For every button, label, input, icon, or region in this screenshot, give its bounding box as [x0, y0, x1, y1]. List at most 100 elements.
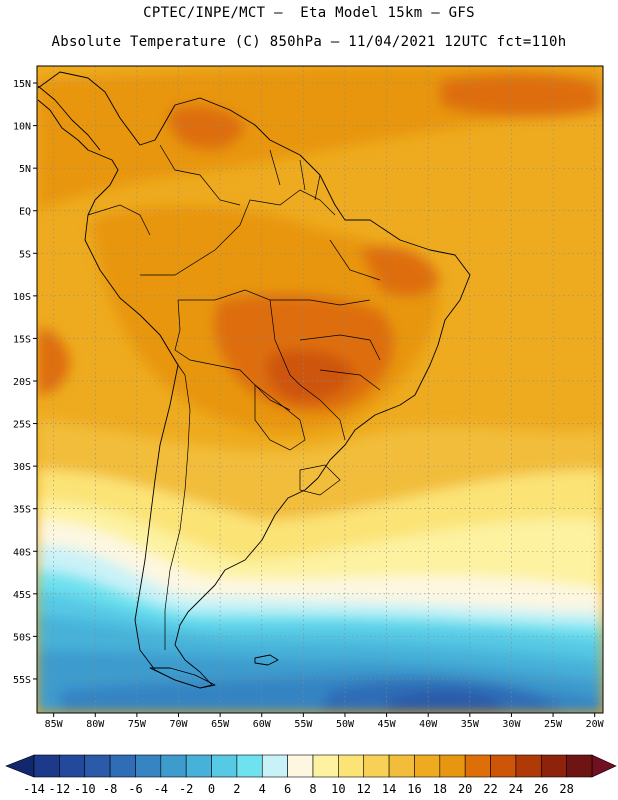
colorbar-tick-label: 8: [309, 782, 316, 796]
lon-label: 75W: [128, 719, 147, 730]
axis-ticks: 85W 80W 75W 70W 65W 60W 55W 50W 45W 40W 35W 30W 25W 2…: [13, 79, 605, 730]
border-brazil-west: [140, 189, 336, 276]
band-20-pacific: [37, 329, 70, 395]
colorbar-tick-label: 28: [559, 782, 573, 796]
lat-label: 10N: [13, 122, 31, 133]
lon-label: 25W: [544, 719, 563, 730]
lat-label: 20S: [13, 377, 31, 388]
colorbar-over-arrow: [591, 754, 617, 778]
lat-label: 15N: [13, 79, 31, 90]
colorbar-tick-label: 10: [331, 782, 345, 796]
lon-label: 20W: [586, 719, 605, 730]
colorbar-tick-label: 6: [284, 782, 291, 796]
colorbar-tick-label: -10: [74, 782, 96, 796]
lon-label: 80W: [86, 719, 105, 730]
colorbar-swatch: [338, 754, 365, 778]
border-brazil-states: [270, 239, 381, 391]
central-america-coast: [37, 85, 101, 151]
lat-label: 55S: [13, 675, 31, 686]
band-minus-10: [385, 691, 505, 713]
colorbar-swatch: [490, 754, 517, 778]
colorbar-tick-label: 24: [509, 782, 523, 796]
colorbar-swatch: [185, 754, 212, 778]
colorbar-tick-label: -2: [179, 782, 193, 796]
chart-subtitle: Absolute Temperature (C) 850hPa – 11/04/…: [51, 34, 567, 50]
colorbar-swatch: [414, 754, 441, 778]
colorbar-tick-label: -8: [103, 782, 117, 796]
colorbar-swatch: [211, 754, 238, 778]
lat-label: 40S: [13, 547, 31, 558]
falkland-islands: [254, 654, 279, 666]
colorbar-swatch: [540, 754, 567, 778]
lat-label: 50S: [13, 632, 31, 643]
colorbar-swatch: [464, 754, 491, 778]
colorbar-swatch: [84, 754, 111, 778]
border-guianas: [269, 149, 321, 201]
tierra-del-fuego: [149, 667, 216, 689]
lon-label: 85W: [45, 719, 64, 730]
lat-label: 15S: [13, 334, 31, 345]
lon-label: 55W: [294, 719, 313, 730]
lon-label: 70W: [169, 719, 188, 730]
lat-label: 45S: [13, 590, 31, 601]
lat-label: 30S: [13, 462, 31, 473]
colorbar-swatch: [312, 754, 339, 778]
chart-title: CPTEC/INPE/MCT – Eta Model 15km – GFS: [143, 5, 475, 21]
colorbar-swatch: [33, 754, 60, 778]
colorbar-tick-label: -6: [128, 782, 142, 796]
colorbar-tick-label: 14: [382, 782, 396, 796]
band-22-core: [266, 350, 355, 402]
colorbar-swatch: [135, 754, 162, 778]
border-bolivia: [174, 299, 291, 411]
coastlines: [37, 71, 471, 689]
colorbar-tick-label: 22: [483, 782, 497, 796]
border-ecuador: [87, 204, 151, 236]
colorbar-tick-label: -4: [154, 782, 168, 796]
colorbar-swatch: [59, 754, 86, 778]
band-20-colombia: [168, 105, 245, 150]
lon-label: 50W: [336, 719, 355, 730]
colorbar-swatch: [261, 754, 288, 778]
colorbar-tick-label: 12: [357, 782, 371, 796]
colorbar: -14 -12 -10 -8 -6 -4 -2 0 2 4 6 8 10 12 14 16 18 20 22 24 26…: [5, 754, 617, 796]
colorbar-swatch: [566, 754, 593, 778]
colorbar-tick-label: -14: [23, 782, 45, 796]
lat-label: 5N: [19, 164, 31, 175]
border-brazil-south: [178, 289, 346, 441]
border-venezuela-colombia: [159, 144, 241, 206]
border-peru-chile: [159, 334, 186, 376]
lat-label: 35S: [13, 505, 31, 516]
colorbar-swatch: [515, 754, 542, 778]
temperature-field: [37, 66, 603, 713]
colorbar-tick-label: 18: [433, 782, 447, 796]
lat-label: 10S: [13, 292, 31, 303]
colorbar-tick-label: 2: [233, 782, 240, 796]
colorbar-tick-label: 0: [208, 782, 215, 796]
lat-label: 25S: [13, 420, 31, 431]
lon-label: 40W: [419, 719, 438, 730]
colorbar-under-arrow: [5, 754, 35, 778]
border-argentina-chile: [164, 374, 191, 650]
colorbar-tick-label: -12: [49, 782, 71, 796]
border-uruguay: [299, 464, 341, 496]
colorbar-swatch: [160, 754, 187, 778]
border-paraguay: [254, 384, 306, 451]
lon-label: 45W: [378, 719, 397, 730]
lat-label: 5S: [19, 249, 31, 260]
lon-label: 60W: [253, 719, 272, 730]
band-20-ne-ocean: [440, 73, 600, 117]
colorbar-swatch: [236, 754, 263, 778]
colorbar-swatch: [439, 754, 466, 778]
colorbar-swatch: [287, 754, 314, 778]
colorbar-tick-label: 4: [259, 782, 266, 796]
lon-label: 35W: [461, 719, 480, 730]
colorbar-tick-label: 20: [458, 782, 472, 796]
band-20-northeast: [360, 246, 440, 297]
south-america-coast: [37, 71, 471, 689]
map-frame: [36, 65, 604, 714]
lon-label: 30W: [502, 719, 521, 730]
colorbar-swatch: [109, 754, 136, 778]
country-borders: [87, 144, 381, 650]
colorbar-swatch: [363, 754, 390, 778]
